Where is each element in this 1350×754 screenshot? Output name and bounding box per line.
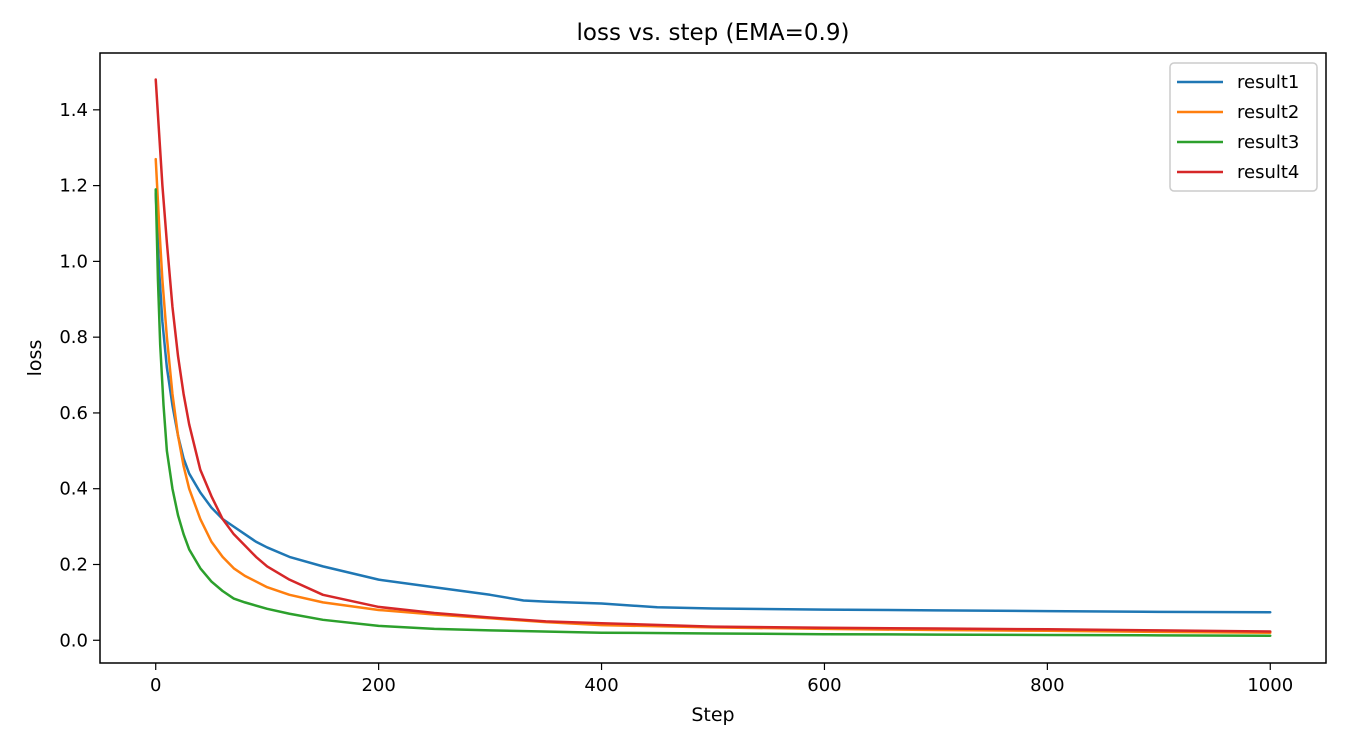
y-tick-label: 1.2 <box>59 176 88 197</box>
x-tick-label: 400 <box>584 675 618 696</box>
series-line-result1 <box>154 191 1272 614</box>
series-lines <box>154 78 1272 637</box>
x-tick-label: 600 <box>807 675 841 696</box>
legend-label-result2: result2 <box>1237 102 1299 123</box>
chart-title: loss vs. step (EMA=0.9) <box>577 20 850 46</box>
y-tick-label: 0.6 <box>59 403 88 424</box>
legend-items: result1 result2 result3 result4 <box>1177 72 1299 183</box>
legend-label-result1: result1 <box>1237 72 1299 93</box>
series-line-result3 <box>154 188 1272 637</box>
y-tick-label: 1.0 <box>59 251 88 272</box>
y-axis-ticks: 0.0 0.2 0.4 0.6 0.8 1.0 1.2 1.4 <box>59 100 100 651</box>
x-tick-label: 800 <box>1030 675 1064 696</box>
series-line-result4 <box>154 78 1272 633</box>
y-tick-label: 1.4 <box>59 100 88 121</box>
y-tick-label: 0.2 <box>59 554 88 575</box>
x-tick-label: 1000 <box>1247 675 1293 696</box>
legend: result1 result2 result3 result4 <box>1169 62 1318 192</box>
y-axis-label: loss <box>24 340 46 377</box>
legend-label-result4: result4 <box>1237 162 1299 183</box>
x-axis-ticks: 0 200 400 600 800 1000 <box>150 663 1293 696</box>
y-tick-label: 0.8 <box>59 327 88 348</box>
x-tick-label: 0 <box>150 675 161 696</box>
legend-box <box>1169 62 1318 192</box>
y-tick-label: 0.0 <box>59 630 88 651</box>
plot-frame <box>99 52 1327 664</box>
legend-label-result3: result3 <box>1237 132 1299 153</box>
series-line-result2 <box>154 157 1272 634</box>
x-axis-label: Step <box>691 704 734 726</box>
y-tick-label: 0.4 <box>59 479 88 500</box>
x-tick-label: 200 <box>361 675 395 696</box>
plot-area: 0 200 400 600 800 1000 0.0 0.2 0.4 0.6 0.8 1.0 1.2 1… <box>59 52 1327 696</box>
